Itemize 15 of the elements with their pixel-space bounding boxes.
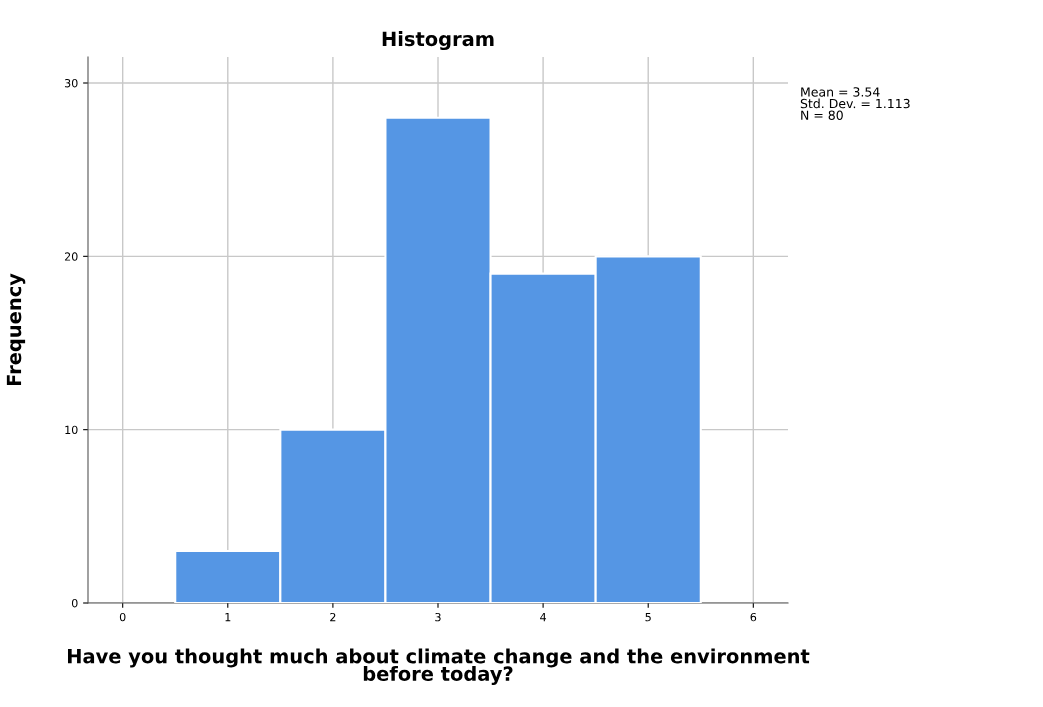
chart-title: Histogram: [382, 31, 494, 51]
x-tick-label: 6: [750, 612, 757, 622]
x-tick-label: 0: [119, 612, 126, 622]
y-tick-label: 0: [71, 598, 78, 608]
y-tick-label: 20: [64, 252, 78, 261]
x-tick-label: 3: [435, 612, 441, 622]
y-axis-title: Frequency: [6, 273, 26, 386]
x-tick-label: 1: [225, 613, 231, 622]
x-tick-label: 2: [330, 612, 336, 622]
y-tick-label: 30: [64, 78, 78, 88]
x-axis-title: Have you thought much about climate change and the environment before today?: [68, 648, 810, 685]
x-tick-label: 4: [540, 613, 547, 622]
y-tick-label: 10: [65, 425, 78, 435]
text: Mean = 3.54 Std. Dev. = 1.113 N = 80: [800, 87, 910, 120]
x-tick-label: 5: [645, 613, 651, 622]
